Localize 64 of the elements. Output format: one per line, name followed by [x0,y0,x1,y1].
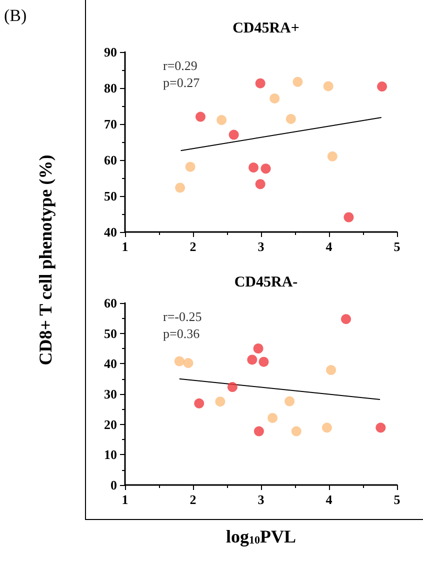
x-axis-title: log10PVL [226,526,296,546]
point [286,114,296,124]
point [326,365,336,376]
x-tick-label: 1 [122,492,128,507]
point [174,356,184,366]
point [227,382,238,392]
point [268,412,278,423]
point [255,78,266,88]
point [215,396,226,407]
annotation: r=0.29 [163,58,198,73]
point [344,212,354,222]
y-tick-label: 0 [110,478,117,492]
annotation: p=0.36 [163,326,200,341]
point [284,396,295,406]
point [292,76,303,87]
point [270,93,280,104]
point [377,82,388,92]
y-tick-label: 60 [104,152,117,168]
point [194,398,204,408]
y-tick-label: 30 [104,386,117,402]
point [322,422,332,433]
x-tick-label: 1 [122,239,128,254]
point [376,422,386,433]
y-tick-label: 40 [104,224,117,240]
text: (B) [4,6,27,26]
point [341,314,351,324]
y-tick-label: 40 [104,356,117,372]
chart-title: CD45RA- [234,274,298,290]
point [254,426,264,436]
point [327,151,338,162]
x-tick-label: 3 [258,239,265,254]
x-tick-label: 2 [190,492,196,507]
point [183,358,194,368]
chart-title: CD45RA+ [232,20,300,36]
point [175,182,186,193]
y-tick-label: 80 [104,80,117,96]
point [185,162,196,172]
point [228,130,239,140]
point [255,179,266,190]
point [195,112,206,122]
x-tick-label: 3 [258,492,265,507]
x-tick-label: 2 [190,239,196,254]
annotation: p=0.27 [163,75,200,90]
x-tick-label: 5 [394,492,401,507]
y-tick-label: 60 [104,296,117,310]
x-tick-label: 4 [326,239,333,254]
point [253,344,264,354]
point [216,115,227,126]
point [248,162,259,173]
y-axis-title: CD8+ T cell phenotype (%) [36,154,56,366]
y-tick-label: 70 [104,116,117,132]
annotation: r=-0.25 [163,309,202,324]
y-tick-label: 50 [104,188,117,204]
y-tick-label: 10 [104,447,117,462]
point [323,81,334,92]
x-tick-label: 4 [326,492,333,507]
y-tick-label: 50 [104,326,117,341]
point [291,426,302,436]
point [247,354,258,365]
point [258,356,269,367]
y-tick-label: 90 [104,44,117,60]
x-tick-label: 5 [394,239,401,254]
point [260,164,271,174]
y-tick-label: 20 [104,416,117,432]
